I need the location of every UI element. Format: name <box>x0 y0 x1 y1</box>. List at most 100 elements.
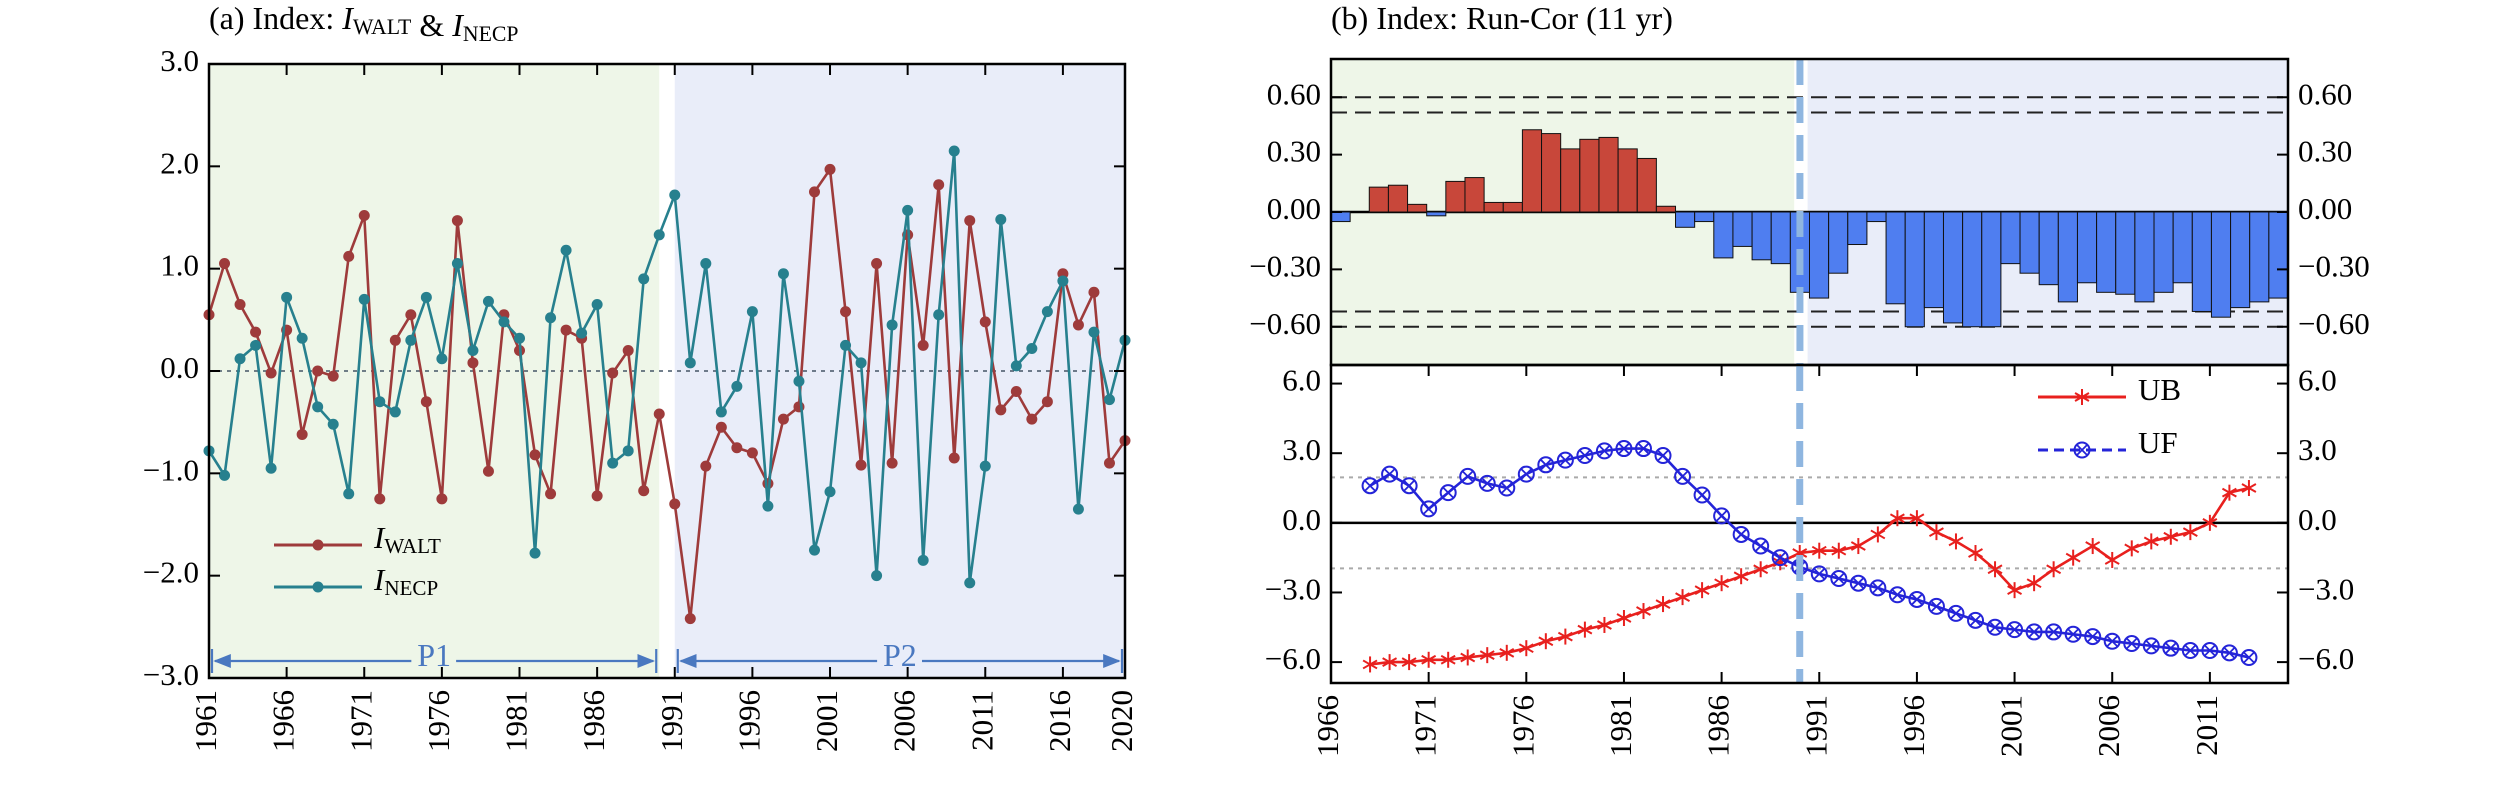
marker-dot <box>607 457 619 469</box>
data-point <box>1400 477 1418 495</box>
data-point <box>1421 651 1437 668</box>
marker-dot <box>312 401 324 413</box>
marker-stroke <box>1733 571 1749 582</box>
data-point <box>638 485 650 497</box>
marker-dot <box>1010 360 1022 372</box>
bar <box>1426 211 1447 217</box>
y-tick-label: −3.0 <box>143 657 199 692</box>
marker-dot <box>1072 503 1084 515</box>
marker-stroke <box>2074 392 2090 402</box>
marker-stroke <box>2076 444 2088 456</box>
y-tick-label: 1.0 <box>160 248 199 283</box>
data-point <box>731 442 743 454</box>
marker-ring <box>1752 537 1770 555</box>
marker-stroke <box>1850 541 1866 551</box>
marker-dot <box>234 353 246 365</box>
bar <box>1809 211 1830 299</box>
x-tick-label: 1971 <box>343 690 378 752</box>
bar <box>2210 211 2232 318</box>
bar <box>1942 211 1964 324</box>
marker-dot <box>312 581 324 593</box>
marker-dot <box>902 204 914 216</box>
data-point <box>1947 604 1965 622</box>
legend-label: IWALT <box>373 520 441 558</box>
marker-dot <box>405 334 417 346</box>
y-tick-label: 0.0 <box>1282 502 1321 537</box>
marker-dot <box>917 554 929 566</box>
marker-stroke <box>2124 543 2140 554</box>
marker-dot <box>933 309 945 321</box>
marker-dot <box>824 163 836 175</box>
data-point <box>1478 474 1496 492</box>
data-point <box>1927 597 1945 615</box>
data-point <box>1576 447 1594 465</box>
data-point <box>995 214 1007 226</box>
data-point <box>1577 621 1593 638</box>
marker-dot <box>1026 413 1038 425</box>
x-tick-label: 1966 <box>266 690 301 752</box>
series-line <box>207 165 1127 619</box>
data-point <box>1440 651 1456 668</box>
data-point <box>715 406 727 418</box>
marker-stroke <box>2241 483 2257 493</box>
bar <box>1368 186 1389 213</box>
data-point <box>234 298 246 310</box>
marker-dot <box>762 500 774 512</box>
marker-stroke <box>1813 568 1825 580</box>
marker-dot <box>777 413 789 425</box>
data-point <box>2201 642 2219 660</box>
marker-dot <box>296 428 308 440</box>
marker-ring <box>2240 648 2258 666</box>
data-point <box>1498 479 1516 497</box>
bar <box>2172 211 2193 284</box>
data-point <box>777 413 789 425</box>
x-tick-label: 1986 <box>576 690 611 752</box>
bar <box>1751 211 1772 261</box>
marker-dot <box>964 577 976 589</box>
bar <box>1923 211 1944 309</box>
y-tick-label: 0.60 <box>1267 76 1321 111</box>
data-point <box>653 229 665 241</box>
x-tick-label: 1981 <box>1603 695 1638 757</box>
marker-ring <box>1810 565 1828 583</box>
marker-stroke <box>1481 477 1493 490</box>
data-point <box>1615 440 1633 458</box>
data-point <box>529 449 541 461</box>
bar <box>1847 211 1868 246</box>
marker-ring <box>2123 635 2141 653</box>
marker-dot <box>250 326 262 338</box>
data-point <box>560 324 572 336</box>
data-point <box>840 339 852 351</box>
y-tick-label: −2.0 <box>143 555 199 590</box>
y-tick-label: −0.60 <box>1249 306 1321 341</box>
y-tick-label: 0.00 <box>1267 191 1321 226</box>
x-tick-label: 2016 <box>1042 690 1077 752</box>
data-point <box>405 309 417 321</box>
data-point <box>343 488 355 500</box>
marker-ring <box>2201 642 2219 660</box>
y-tick-label: −6.0 <box>2298 641 2354 676</box>
data-point <box>2084 628 2102 646</box>
marker-dot <box>451 258 463 270</box>
data-point <box>296 332 308 344</box>
data-point <box>1948 533 1964 550</box>
marker-stroke <box>1518 643 1534 654</box>
y-tick-label: −0.60 <box>2298 306 2370 341</box>
marker-stroke <box>1596 620 1612 630</box>
marker-dot <box>824 486 836 498</box>
data-point <box>2065 549 2081 566</box>
marker-stroke <box>1618 442 1630 455</box>
marker-dot <box>948 145 960 157</box>
data-point <box>607 367 619 379</box>
data-point <box>374 493 386 505</box>
marker-stroke <box>2104 555 2120 565</box>
marker-dot <box>1103 457 1115 469</box>
x-tick-label: 1991 <box>1798 695 1833 757</box>
marker-dot <box>607 367 619 379</box>
y-tick-label: 6.0 <box>2298 363 2337 398</box>
data-point <box>2221 484 2237 501</box>
marker-dot <box>296 332 308 344</box>
marker-dot <box>995 404 1007 416</box>
data-point <box>1732 525 1750 543</box>
data-point <box>684 613 696 625</box>
